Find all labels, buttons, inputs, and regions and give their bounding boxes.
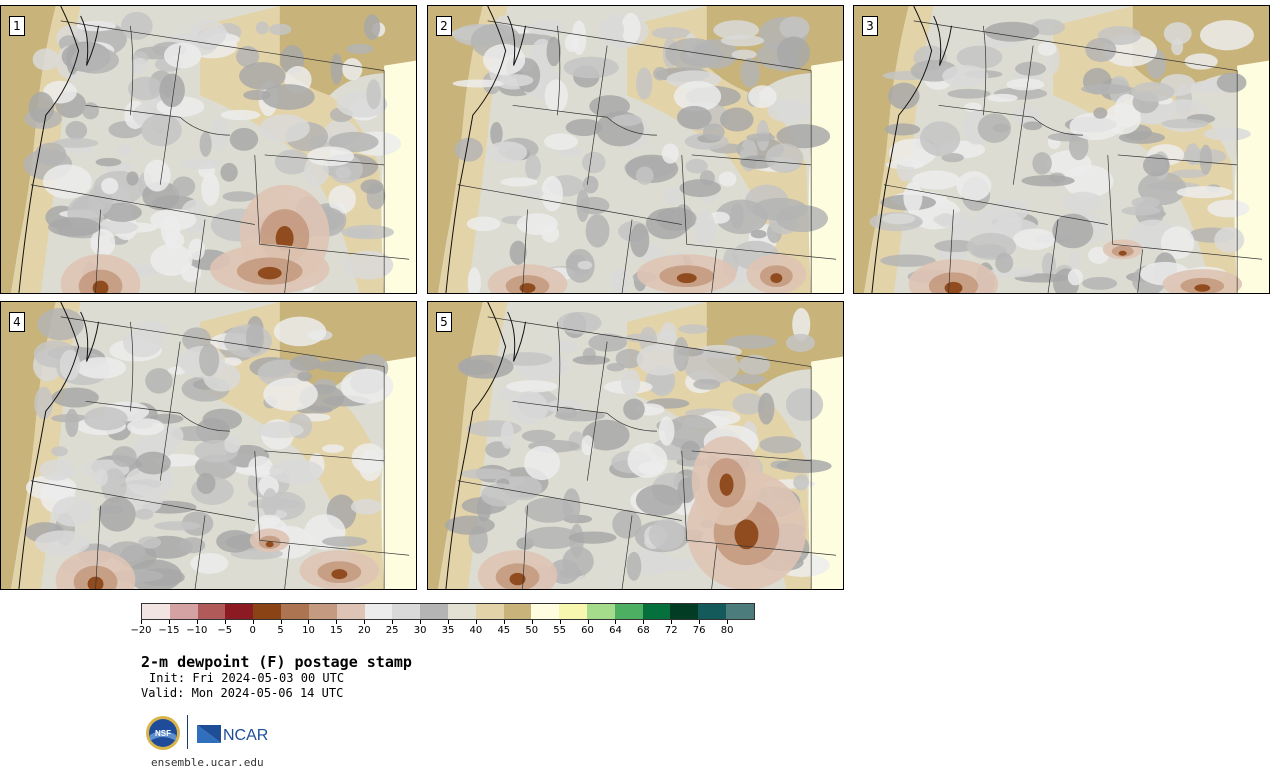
colorbar-tick — [727, 620, 729, 624]
colorbar-tick — [615, 620, 617, 624]
map-panel-1: 1 — [0, 5, 417, 294]
colorbar-tick — [196, 620, 198, 624]
colorbar-tick-label: 64 — [609, 625, 622, 636]
map-panel-4: 4 — [0, 301, 417, 590]
colorbar-tick-label: −5 — [217, 625, 233, 636]
colorbar-segment — [420, 604, 448, 619]
colorbar-tick — [587, 620, 589, 624]
logo-divider — [187, 715, 188, 749]
colorbar-segment — [559, 604, 587, 619]
panel-number: 5 — [436, 312, 452, 332]
site-url: ensemble.ucar.edu — [151, 756, 264, 769]
colorbar-segment — [253, 604, 282, 619]
colorbar-segment — [169, 604, 198, 619]
ncar-logo: NCAR — [197, 725, 268, 744]
colorbar-segment — [447, 604, 476, 619]
colorbar-tick-label: 25 — [385, 625, 399, 636]
colorbar-tick-label: 68 — [636, 625, 650, 636]
panel-number: 2 — [436, 16, 452, 36]
colorbar-tick — [336, 620, 338, 624]
map-panel-5: 5 — [427, 301, 844, 590]
init-time: Init: Fri 2024-05-03 00 UTC — [149, 671, 345, 685]
colorbar-tick — [420, 620, 422, 624]
nsf-logo-text: NSF — [155, 729, 171, 738]
colorbar-segment — [281, 604, 309, 619]
colorbar-segment — [392, 604, 421, 619]
colorbar-segment — [336, 604, 365, 619]
colorbar-tick-label: 35 — [441, 625, 455, 636]
colorbar-tick — [531, 620, 533, 624]
plot-title: 2-m dewpoint (F) postage stamp — [141, 653, 412, 671]
map-panel-3: 3 — [853, 5, 1270, 294]
map-image — [1, 302, 416, 589]
colorbar-tick — [699, 620, 701, 624]
map-image — [428, 302, 843, 589]
colorbar-tick — [280, 620, 282, 624]
colorbar-tick — [252, 620, 254, 624]
colorbar-tick-label: 50 — [525, 625, 539, 636]
map-image — [1, 6, 416, 293]
colorbar-tick-label: 72 — [664, 625, 678, 636]
colorbar-ticks: −20 −15 −10 −5 0 5 10 15 20 25 30 35 40 45 50 55 60 64 68 7… — [130, 620, 755, 640]
colorbar-tick — [308, 620, 310, 624]
colorbar-tick — [224, 620, 226, 624]
colorbar-tick-label: −10 — [186, 625, 208, 636]
colorbar-tick-label: 5 — [277, 625, 284, 636]
colorbar-segment — [308, 604, 337, 619]
colorbar-tick — [392, 620, 394, 624]
colorbar-tick — [448, 620, 449, 624]
colorbar-segment — [475, 604, 504, 619]
colorbar-tick-label: 80 — [720, 625, 734, 636]
ncar-logo-text: NCAR — [223, 727, 268, 744]
colorbar-tick-label: 76 — [692, 625, 706, 636]
panel-number: 1 — [9, 16, 25, 36]
colorbar-tick-label: 15 — [329, 625, 343, 636]
colorbar-tick-label: 10 — [302, 625, 315, 636]
colorbar-tick-label: 30 — [413, 625, 427, 636]
colorbar-tick-label: 20 — [357, 625, 371, 636]
colorbar-segment — [225, 604, 254, 619]
colorbar-tick-label: 55 — [553, 625, 566, 636]
colorbar-tick-label: 0 — [249, 625, 256, 636]
map-panel-2: 2 — [427, 5, 844, 294]
colorbar-segment — [698, 604, 727, 619]
valid-time: Valid: Mon 2024-05-06 14 UTC — [141, 686, 344, 700]
colorbar-segment — [503, 604, 532, 619]
colorbar-segment — [142, 604, 170, 619]
map-image — [854, 6, 1269, 293]
panel-number: 3 — [862, 16, 878, 36]
logos: NSF NCAR — [145, 713, 275, 753]
colorbar-tick-label: 40 — [469, 625, 483, 636]
colorbar-segment — [364, 604, 393, 619]
colorbar-tick-label: 45 — [497, 625, 511, 636]
colorbar-tick-label: 60 — [581, 625, 594, 636]
colorbar-tick — [559, 620, 561, 624]
colorbar-segment — [726, 604, 754, 619]
colorbar-tick — [643, 620, 645, 624]
map-image — [428, 6, 843, 293]
colorbar-segment — [614, 604, 643, 619]
colorbar-segment — [642, 604, 671, 619]
colorbar-tick — [141, 620, 142, 624]
colorbar-segment — [587, 604, 615, 619]
colorbar-tick — [475, 620, 477, 624]
colorbar-tick — [364, 620, 366, 624]
colorbar-tick — [168, 620, 170, 624]
colorbar-tick — [671, 620, 673, 624]
panel-number: 4 — [9, 312, 25, 332]
colorbar-tick-label: −15 — [158, 625, 180, 636]
colorbar-segment — [197, 604, 226, 619]
nsf-logo: NSF — [146, 716, 180, 750]
colorbar — [141, 603, 755, 620]
colorbar-tick — [503, 620, 505, 624]
colorbar-segment — [670, 604, 699, 619]
colorbar-segment — [531, 604, 560, 619]
colorbar-tick-label: −20 — [130, 625, 152, 636]
